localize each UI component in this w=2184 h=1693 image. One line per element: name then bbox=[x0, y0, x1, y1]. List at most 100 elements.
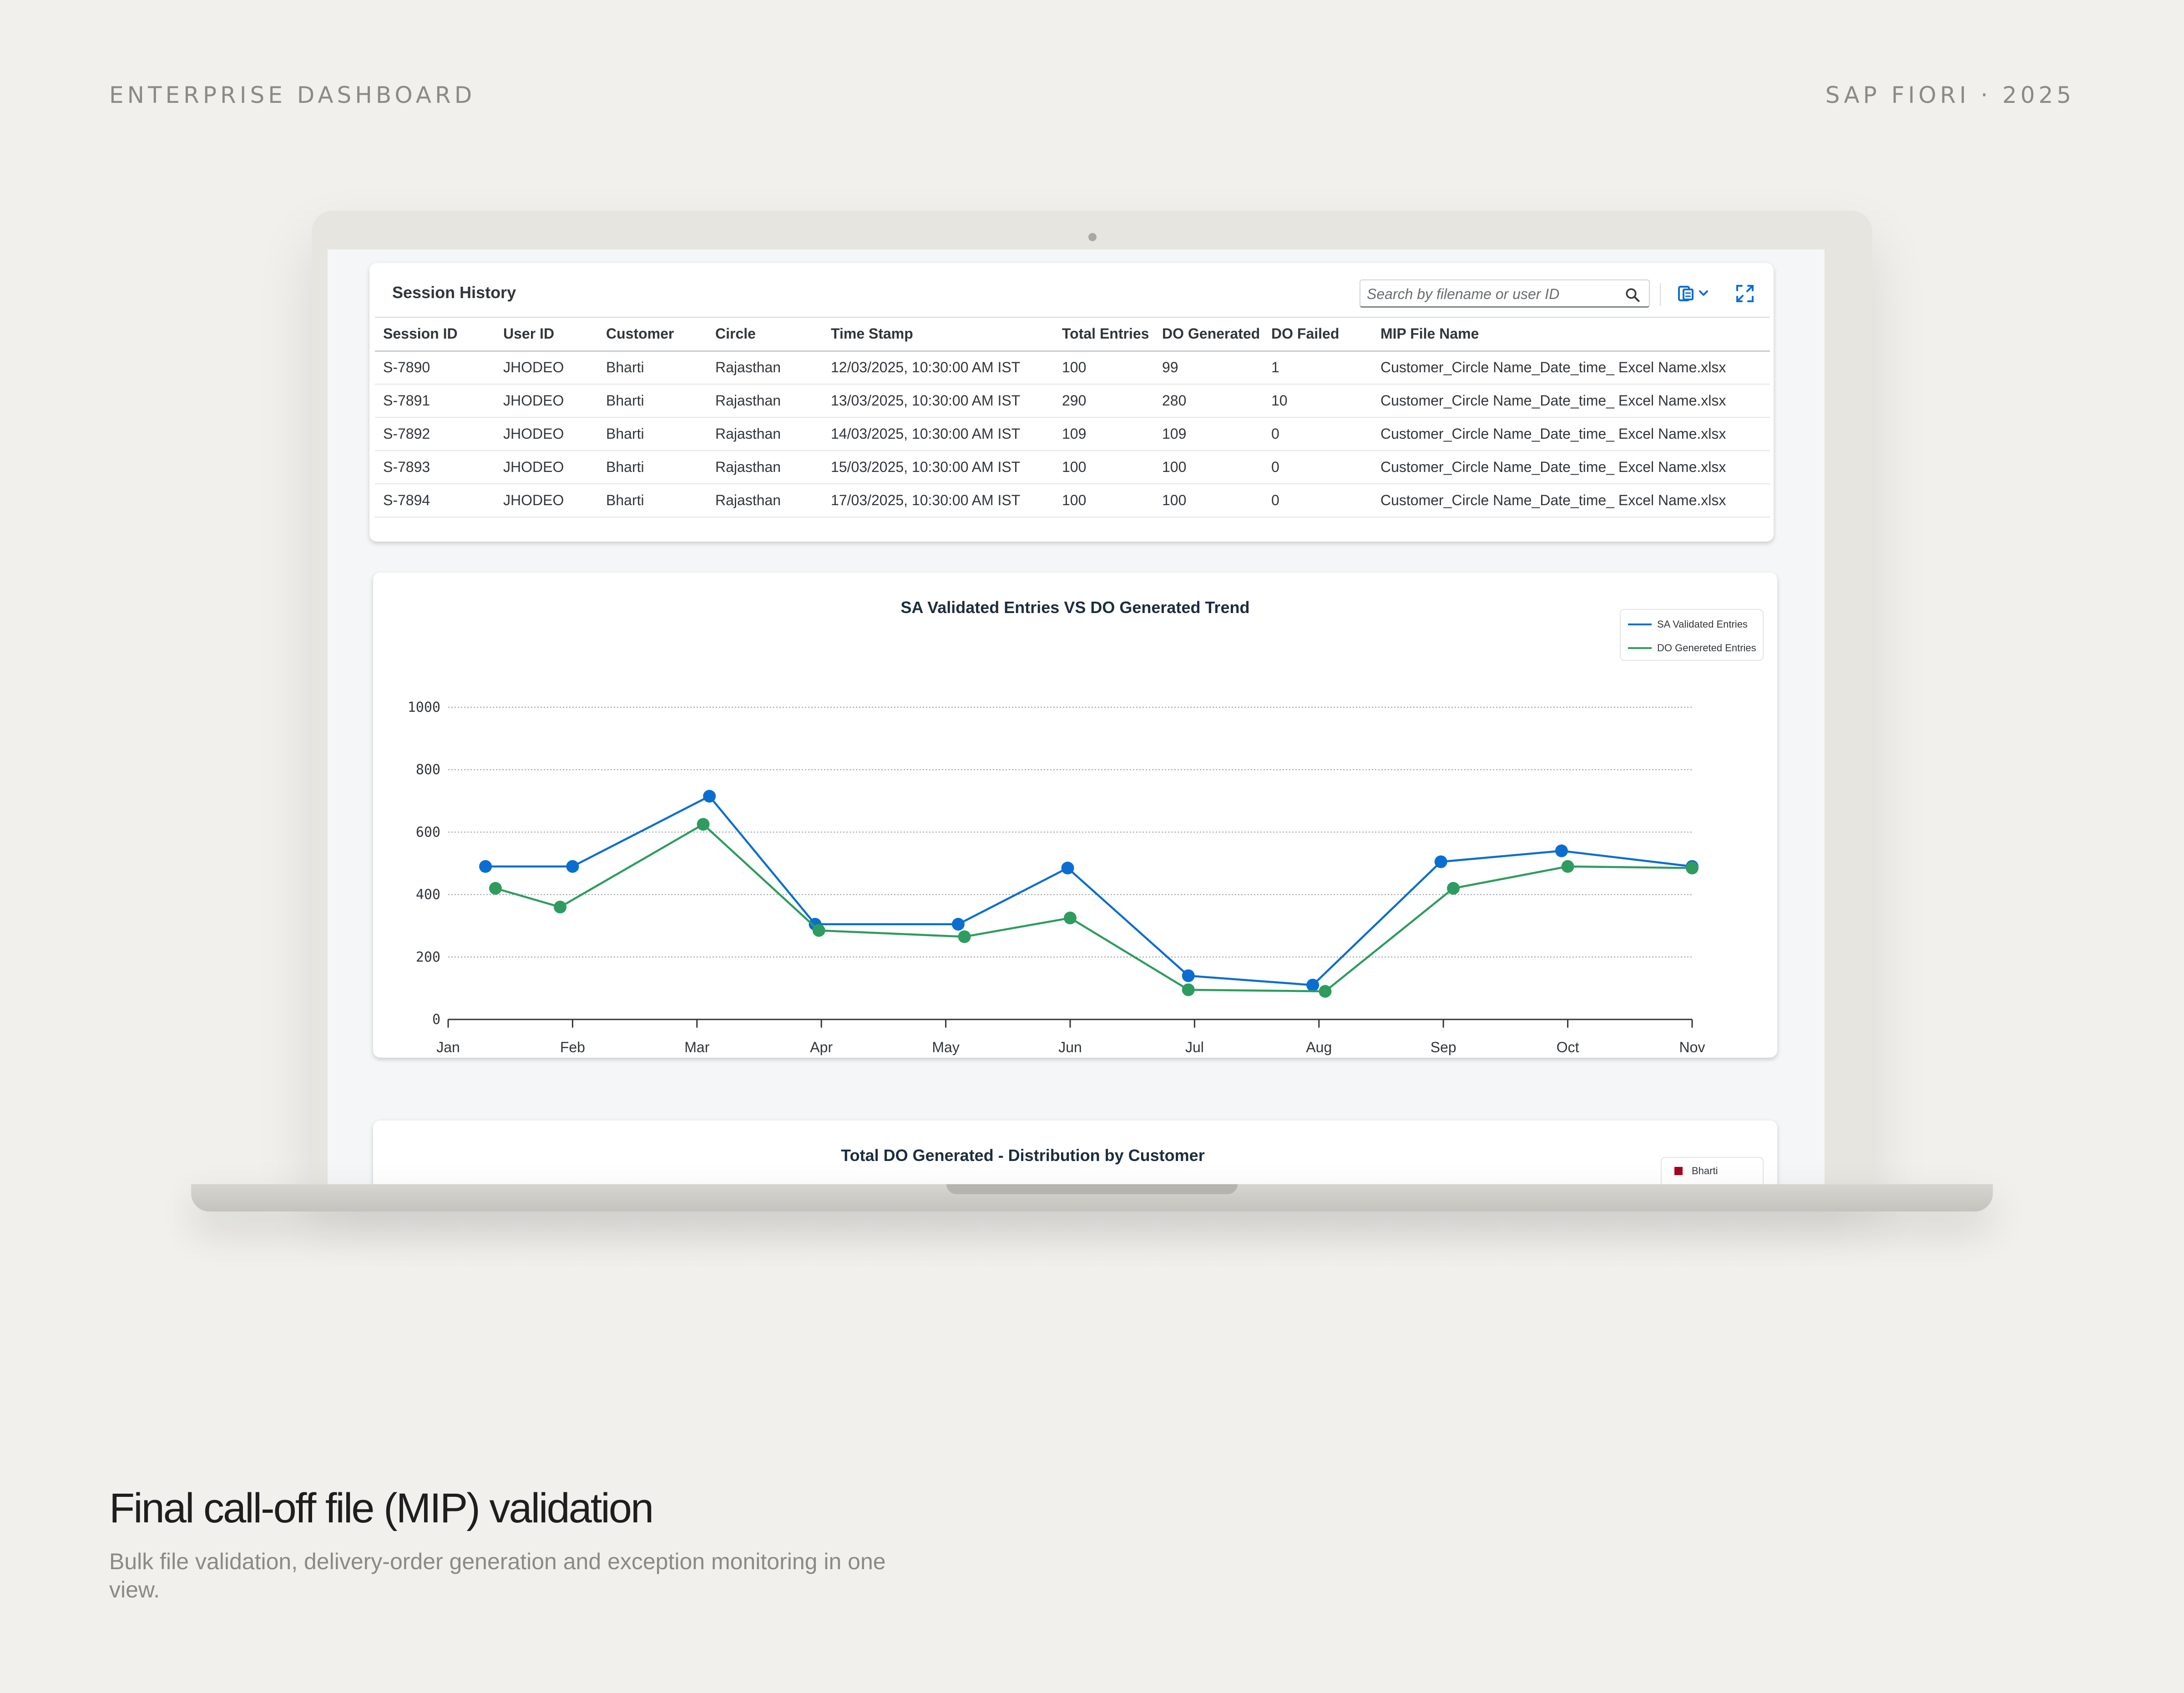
column-header[interactable]: Total Entries bbox=[1054, 317, 1154, 352]
table-cell: JHODEO bbox=[495, 384, 598, 418]
legend-item-do[interactable]: DO Genereted Entries bbox=[1628, 639, 1756, 657]
table-cell: Customer_Circle Name_Date_time_ Excel Na… bbox=[1372, 417, 1770, 451]
trend-line-chart: 0 200 400 600 800 1000 Jan Feb Mar Apr May Jun Jul Au… bbox=[408, 700, 1705, 1055]
table-cell: 12/03/2025, 10:30:00 AM IST bbox=[823, 351, 1054, 385]
table-cell: 100 bbox=[1054, 484, 1154, 517]
eyebrow-left: ENTERPRISE DASHBOARD bbox=[109, 82, 476, 108]
table-cell: 0 bbox=[1263, 484, 1372, 517]
table-cell: 100 bbox=[1054, 451, 1154, 484]
session-history-card: Session History bbox=[369, 263, 1774, 542]
y-tick-label: 200 bbox=[416, 949, 440, 965]
chevron-down-icon bbox=[1699, 290, 1708, 296]
data-point-sa bbox=[1061, 862, 1074, 875]
data-point-do bbox=[812, 924, 825, 937]
table-cell: 100 bbox=[1054, 351, 1154, 385]
table-row[interactable]: S-7890 JHODEO Bharti Rajasthan 12/03/2025, 1… bbox=[375, 351, 1770, 385]
y-tick-label: 400 bbox=[416, 887, 440, 903]
table-body: S-7890 JHODEO Bharti Rajasthan 12/03/2025, 1… bbox=[375, 351, 1770, 517]
legend-item-sa[interactable]: SA Validated Entries bbox=[1628, 615, 1748, 634]
chart-legend: SA Validated Entries DO Genereted Entrie… bbox=[1620, 609, 1764, 661]
eyebrow-right: SAP FIORI · 2025 bbox=[1825, 82, 2075, 108]
table-cell: 280 bbox=[1154, 384, 1263, 418]
search-input[interactable] bbox=[1367, 284, 1613, 304]
fullscreen-button[interactable] bbox=[1734, 282, 1756, 305]
table-cell: 109 bbox=[1154, 417, 1263, 451]
export-menu-button[interactable] bbox=[1675, 282, 1716, 305]
data-point-sa bbox=[703, 790, 716, 803]
x-tick-label: Jul bbox=[1185, 1039, 1204, 1055]
table-cell: 14/03/2025, 10:30:00 AM IST bbox=[823, 417, 1054, 451]
table-cell: Rajasthan bbox=[707, 417, 823, 451]
table-cell: 99 bbox=[1154, 351, 1263, 385]
table-cell: 0 bbox=[1263, 417, 1372, 451]
x-tick-label: Oct bbox=[1557, 1039, 1579, 1055]
series-line-do bbox=[495, 823, 1693, 993]
session-table: Session ID User ID Customer Circle Time Stam… bbox=[375, 317, 1770, 517]
column-header[interactable]: Circle bbox=[707, 317, 823, 352]
column-header[interactable]: User ID bbox=[495, 317, 598, 352]
x-tick-label: Sep bbox=[1431, 1039, 1456, 1055]
column-header[interactable]: DO Failed bbox=[1263, 317, 1372, 352]
distribution-chart-card: Total DO Generated - Distribution by Cus… bbox=[373, 1120, 1777, 1184]
x-tick-label: Jun bbox=[1058, 1039, 1082, 1055]
table-cell: Rajasthan bbox=[707, 451, 823, 484]
data-point-do bbox=[554, 901, 567, 914]
data-point-do bbox=[958, 930, 971, 943]
column-header[interactable]: DO Generated bbox=[1154, 317, 1263, 352]
table-cell: Customer_Circle Name_Date_time_ Excel Na… bbox=[1372, 351, 1770, 385]
pie-legend-swatch-bharti bbox=[1674, 1167, 1683, 1175]
table-cell: Customer_Circle Name_Date_time_ Excel Na… bbox=[1372, 484, 1770, 517]
data-point-do bbox=[1182, 983, 1195, 996]
legend-label-do: DO Genereted Entries bbox=[1657, 642, 1756, 654]
table-cell: JHODEO bbox=[495, 417, 598, 451]
table-cell: Bharti bbox=[598, 351, 707, 385]
table-cell: 1 bbox=[1263, 351, 1372, 385]
table-cell: 100 bbox=[1154, 451, 1263, 484]
table-cell: 0 bbox=[1263, 451, 1372, 484]
table-cell: 100 bbox=[1154, 484, 1263, 517]
data-point-do bbox=[1561, 860, 1574, 873]
table-cell: Bharti bbox=[598, 484, 707, 517]
search-field[interactable] bbox=[1360, 279, 1650, 308]
session-history-title: Session History bbox=[392, 283, 516, 302]
table-cell: Customer_Circle Name_Date_time_ Excel Na… bbox=[1372, 384, 1770, 418]
search-icon[interactable] bbox=[1624, 287, 1641, 303]
legend-swatch-sa bbox=[1628, 623, 1652, 625]
data-point-sa bbox=[1434, 855, 1447, 868]
column-header[interactable]: MIP File Name bbox=[1372, 317, 1770, 352]
data-point-sa bbox=[951, 917, 965, 931]
table-cell: JHODEO bbox=[495, 451, 598, 484]
pie-legend-item-bharti[interactable]: Bharti bbox=[1674, 1165, 1718, 1177]
column-header[interactable]: Customer bbox=[598, 317, 707, 352]
column-header[interactable]: Session ID bbox=[375, 317, 495, 352]
pie-chart-title: Total DO Generated - Distribution by Cus… bbox=[841, 1146, 1205, 1165]
table-cell: 17/03/2025, 10:30:00 AM IST bbox=[823, 484, 1054, 517]
table-cell: S-7891 bbox=[375, 384, 495, 418]
data-point-do bbox=[697, 818, 710, 831]
data-point-do bbox=[1447, 882, 1460, 895]
spreadsheet-export-icon bbox=[1678, 286, 1694, 301]
column-header[interactable]: Time Stamp bbox=[823, 317, 1054, 352]
data-point-do bbox=[1319, 985, 1332, 998]
table-cell: Rajasthan bbox=[707, 384, 823, 418]
x-tick-label: Jan bbox=[436, 1039, 460, 1055]
table-header-row: Session ID User ID Customer Circle Time Stam… bbox=[375, 317, 1770, 352]
data-point-sa bbox=[1555, 844, 1568, 857]
data-point-sa bbox=[479, 860, 492, 873]
laptop-screen: Session History bbox=[328, 249, 1825, 1184]
table-row[interactable]: S-7894 JHODEO Bharti Rajasthan 17/03/2025, 1… bbox=[375, 484, 1770, 517]
table-cell: S-7890 bbox=[375, 351, 495, 385]
caption-subtitle: Bulk file validation, delivery-order gen… bbox=[109, 1549, 886, 1602]
table-row[interactable]: S-7891 JHODEO Bharti Rajasthan 13/03/2025, 1… bbox=[375, 384, 1770, 418]
table-cell: Rajasthan bbox=[707, 351, 823, 385]
table-row[interactable]: S-7893 JHODEO Bharti Rajasthan 15/03/2025, 1… bbox=[375, 451, 1770, 484]
table-cell: 10 bbox=[1263, 384, 1372, 418]
x-tick-label: Nov bbox=[1679, 1039, 1705, 1055]
toolbar-divider bbox=[1660, 283, 1661, 306]
table-cell: 109 bbox=[1054, 417, 1154, 451]
x-tick-label: Aug bbox=[1306, 1039, 1332, 1055]
table-cell: Bharti bbox=[598, 451, 707, 484]
caption-title: Final call-off file (MIP) validation bbox=[109, 1485, 654, 1531]
table-cell: Customer_Circle Name_Date_time_ Excel Na… bbox=[1372, 451, 1770, 484]
table-row[interactable]: S-7892 JHODEO Bharti Rajasthan 14/03/2025, 1… bbox=[375, 417, 1770, 451]
